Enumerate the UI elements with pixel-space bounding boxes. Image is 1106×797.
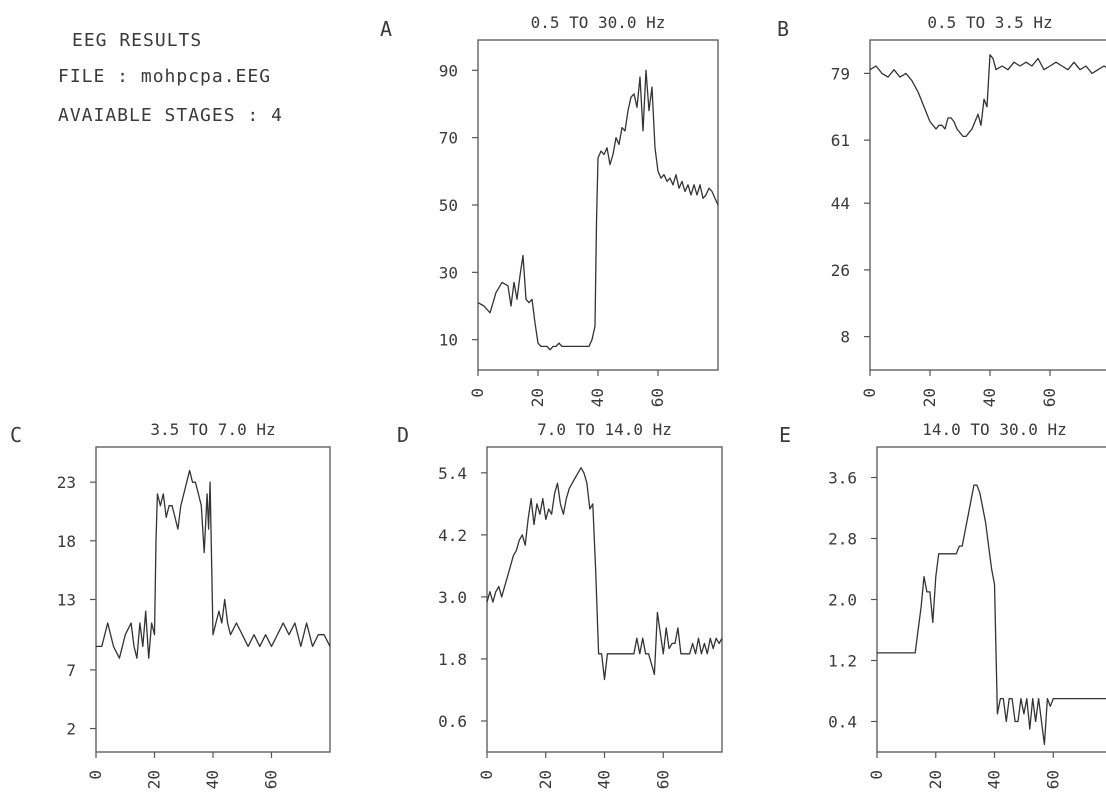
chart-c-series-line [96, 469, 331, 659]
chart-c-frame [95, 446, 331, 753]
chart-e-xtick-label: 0 [867, 770, 886, 780]
chart-d: D 7.0 TO 14.0 Hz 0.6 1.8 3.0 4.2 5.4 0 20 40 60 [397, 420, 723, 789]
chart-c-ytick-label: 13 [57, 591, 76, 610]
chart-d-xtick-label: 20 [536, 770, 555, 789]
chart-a-xtick-label: 40 [588, 388, 607, 407]
chart-d-series-line [486, 467, 723, 681]
chart-d-ytick-label: 1.8 [438, 650, 467, 669]
chart-a-frame [477, 39, 719, 371]
chart-a-xtick-label: 20 [528, 388, 547, 407]
chart-b-xtick-label: 0 [860, 388, 879, 398]
chart-c-xtick-label: 40 [203, 770, 222, 789]
chart-b-ytick-label: 79 [831, 64, 850, 83]
chart-c: C 3.5 TO 7.0 Hz 2 7 13 18 23 0 20 40 60 [10, 420, 331, 789]
chart-c-ytick-label: 7 [66, 661, 76, 680]
chart-e-xtick-label: 40 [985, 770, 1004, 789]
chart-a-ytick-label: 50 [439, 196, 458, 215]
chart-e-ytick-label: 3.6 [828, 469, 857, 488]
chart-e-frame [876, 446, 1106, 753]
chart-b-ytick-label: 8 [840, 328, 850, 347]
stages-label: AVAIABLE STAGES : 4 [58, 105, 283, 126]
chart-b-ytick-label: 61 [831, 131, 850, 150]
chart-e-title: 14.0 TO 30.0 Hz [922, 420, 1067, 439]
chart-c-ytick-label: 18 [57, 532, 76, 551]
chart-c-xtick-label: 20 [145, 770, 164, 789]
chart-c-title: 3.5 TO 7.0 Hz [150, 420, 275, 439]
chart-e-xtick-label: 20 [926, 770, 945, 789]
chart-b-xtick-label: 20 [920, 388, 939, 407]
chart-d-title: 7.0 TO 14.0 Hz [537, 420, 672, 439]
chart-a-ytick-label: 70 [439, 129, 458, 148]
file-label: FILE : mohpcpa.EEG [58, 66, 272, 87]
chart-a: A 0.5 TO 30.0 Hz 10 30 50 70 90 0 20 40 60 [380, 13, 719, 407]
chart-b-letter: B [777, 17, 789, 41]
chart-a-letter: A [380, 17, 392, 41]
chart-d-ytick-label: 4.2 [438, 526, 467, 545]
chart-e-xtick-label: 60 [1043, 770, 1062, 789]
chart-b-ytick-label: 26 [831, 261, 850, 280]
chart-a-ytick-label: 10 [439, 331, 458, 350]
chart-b-series-line [869, 54, 1106, 138]
chart-e: E 14.0 TO 30.0 Hz 0.4 1.2 2.0 2.8 3.6 0 20 40 60 [779, 420, 1106, 789]
chart-d-letter: D [397, 423, 409, 447]
chart-a-xtick-label: 0 [468, 388, 487, 398]
chart-c-xtick-label: 60 [262, 770, 281, 789]
chart-b-ytick-label: 44 [831, 194, 850, 213]
chart-c-ytick-label: 2 [66, 720, 76, 739]
chart-e-ytick-label: 2.8 [828, 530, 857, 549]
chart-d-ytick-label: 5.4 [438, 464, 467, 483]
chart-e-letter: E [779, 423, 791, 447]
chart-b-xtick-label: 40 [980, 388, 999, 407]
chart-a-series-line [477, 69, 719, 351]
chart-c-xtick-label: 0 [86, 770, 105, 780]
chart-a-title: 0.5 TO 30.0 Hz [531, 13, 666, 32]
chart-e-ytick-label: 1.2 [828, 652, 857, 671]
chart-b-title: 0.5 TO 3.5 Hz [927, 13, 1052, 32]
chart-b-xtick-label: 60 [1040, 388, 1059, 407]
chart-d-xtick-label: 60 [653, 770, 672, 789]
chart-a-ytick-label: 90 [439, 61, 458, 80]
chart-d-ytick-label: 0.6 [438, 712, 467, 731]
chart-e-series-line [877, 484, 1106, 746]
chart-d-frame [486, 446, 723, 753]
chart-a-xtick-label: 60 [648, 388, 667, 407]
chart-c-ytick-label: 23 [57, 473, 76, 492]
chart-a-ytick-label: 30 [439, 263, 458, 282]
chart-d-xtick-label: 0 [477, 770, 496, 780]
chart-b: B 0.5 TO 3.5 Hz 8 26 44 61 79 0 20 40 60 [777, 13, 1106, 407]
chart-d-xtick-label: 40 [595, 770, 614, 789]
chart-e-ytick-label: 0.4 [828, 713, 857, 732]
chart-d-ytick-label: 3.0 [438, 588, 467, 607]
chart-e-ytick-label: 2.0 [828, 591, 857, 610]
chart-c-letter: C [10, 423, 22, 447]
results-title: EEG RESULTS [72, 30, 203, 51]
